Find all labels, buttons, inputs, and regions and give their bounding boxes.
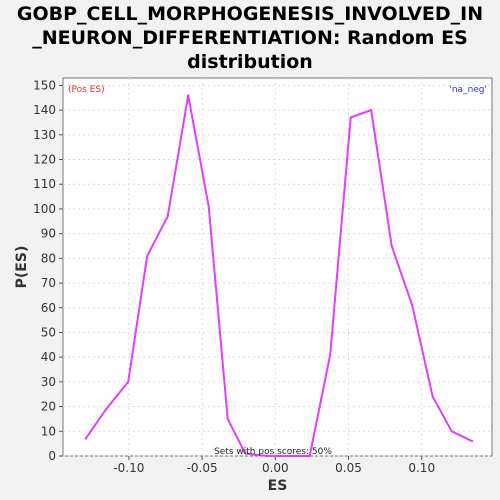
y-tick-label: 80 (41, 251, 56, 265)
na-neg-annotation: 'na_neg' (449, 85, 487, 95)
data-point (411, 304, 414, 307)
data-point (187, 94, 190, 97)
y-tick-label: 130 (33, 128, 56, 142)
data-point (288, 455, 291, 457)
x-axis-ticks: -0.10 -0.05 0.00 0.05 0.10 (113, 456, 435, 475)
y-tick-label: 120 (33, 153, 56, 167)
y-tick-label: 150 (33, 78, 56, 92)
data-point (244, 452, 247, 455)
chart-title-line-3: distribution (187, 51, 313, 73)
pos-scores-annotation: Sets with pos scores: 50% (214, 447, 332, 457)
data-point (329, 353, 332, 356)
data-point (166, 215, 169, 218)
data-point (207, 205, 210, 208)
y-tick-label: 60 (41, 301, 56, 315)
y-tick-label: 40 (41, 350, 56, 364)
x-tick-label: 0.10 (408, 461, 435, 475)
y-tick-label: 90 (41, 227, 56, 241)
data-point (471, 440, 474, 443)
chart-title: GOBP_CELL_MORPHOGENESIS_INVOLVED_IN _NEU… (17, 3, 483, 73)
plot-area (62, 77, 493, 457)
data-point (450, 430, 453, 433)
y-axis-ticks: 0 10 20 30 40 50 60 70 80 90 100 110 120 130 140 150 (33, 78, 63, 463)
data-point (84, 437, 87, 440)
x-tick-label: -0.05 (187, 461, 218, 475)
chart-title-line-2: _NEURON_DIFFERENTIATION: Random ES (32, 27, 468, 49)
grid (63, 78, 492, 457)
series-line (84, 94, 473, 457)
data-point (226, 417, 229, 420)
data-point (127, 380, 130, 383)
y-tick-label: 140 (33, 103, 56, 117)
y-axis-label: P(ES) (14, 246, 30, 289)
y-tick-label: 100 (33, 202, 56, 216)
data-point (431, 395, 434, 398)
y-tick-label: 50 (41, 325, 56, 339)
y-tick-label: 20 (41, 400, 56, 414)
data-point (105, 408, 108, 411)
y-tick-label: 0 (48, 449, 56, 463)
data-point (146, 254, 149, 257)
data-point (390, 245, 393, 247)
y-tick-label: 110 (33, 177, 56, 191)
series-group (84, 94, 474, 457)
pos-es-annotation: (Pos ES) (68, 85, 105, 95)
data-point (349, 116, 352, 119)
y-tick-label: 30 (41, 375, 56, 389)
data-point (308, 455, 311, 457)
x-axis-label: ES (268, 478, 288, 494)
data-point (370, 109, 373, 112)
x-tick-label: 0.00 (262, 461, 289, 475)
data-point (266, 455, 269, 457)
chart-title-line-1: GOBP_CELL_MORPHOGENESIS_INVOLVED_IN (17, 3, 483, 25)
y-tick-label: 10 (41, 424, 56, 438)
x-tick-label: 0.05 (335, 461, 362, 475)
y-tick-label: 70 (41, 276, 56, 290)
x-tick-label: -0.10 (113, 461, 144, 475)
